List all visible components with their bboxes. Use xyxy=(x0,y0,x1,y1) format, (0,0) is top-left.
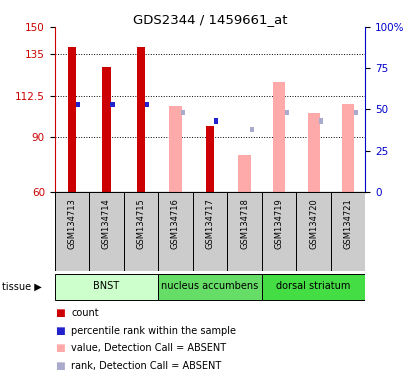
Title: GDS2344 / 1459661_at: GDS2344 / 1459661_at xyxy=(133,13,287,26)
Text: ■: ■ xyxy=(55,343,64,353)
Bar xyxy=(297,192,331,271)
Text: GSM134713: GSM134713 xyxy=(67,198,76,249)
Text: GSM134715: GSM134715 xyxy=(136,198,145,249)
Text: BNST: BNST xyxy=(93,281,119,291)
Bar xyxy=(273,82,285,192)
Bar xyxy=(262,274,365,300)
Text: tissue ▶: tissue ▶ xyxy=(2,282,42,292)
Bar xyxy=(55,274,158,300)
Bar xyxy=(181,110,185,116)
Text: GSM134719: GSM134719 xyxy=(275,198,284,249)
Bar xyxy=(68,47,76,192)
Text: GSM134720: GSM134720 xyxy=(309,198,318,249)
Bar xyxy=(331,192,365,271)
Text: GSM134716: GSM134716 xyxy=(171,198,180,249)
Bar xyxy=(55,192,89,271)
Bar xyxy=(89,192,123,271)
Text: ■: ■ xyxy=(55,326,64,336)
Bar xyxy=(342,104,354,192)
Bar xyxy=(354,110,358,116)
Bar xyxy=(319,118,323,124)
Bar xyxy=(262,192,297,271)
Text: GSM134717: GSM134717 xyxy=(205,198,215,249)
Text: GSM134721: GSM134721 xyxy=(344,198,353,249)
Text: GSM134714: GSM134714 xyxy=(102,198,111,249)
Text: ■: ■ xyxy=(55,361,64,371)
Bar xyxy=(145,102,149,107)
Bar xyxy=(307,113,320,192)
Text: GSM134718: GSM134718 xyxy=(240,198,249,249)
Bar xyxy=(239,155,251,192)
Text: rank, Detection Call = ABSENT: rank, Detection Call = ABSENT xyxy=(71,361,222,371)
Bar xyxy=(102,67,111,192)
Bar xyxy=(227,192,262,271)
Bar xyxy=(250,126,255,132)
Bar xyxy=(158,192,193,271)
Text: ■: ■ xyxy=(55,308,64,318)
Bar xyxy=(285,110,289,116)
Text: percentile rank within the sample: percentile rank within the sample xyxy=(71,326,236,336)
Text: nucleus accumbens: nucleus accumbens xyxy=(161,281,259,291)
Text: count: count xyxy=(71,308,99,318)
Bar xyxy=(193,192,227,271)
Bar xyxy=(206,126,214,192)
Text: value, Detection Call = ABSENT: value, Detection Call = ABSENT xyxy=(71,343,226,353)
Bar xyxy=(136,47,145,192)
Text: dorsal striatum: dorsal striatum xyxy=(276,281,351,291)
Bar xyxy=(76,102,80,107)
Bar xyxy=(169,106,181,192)
Bar xyxy=(110,102,115,107)
Bar xyxy=(158,274,262,300)
Bar xyxy=(214,118,218,124)
Bar xyxy=(123,192,158,271)
